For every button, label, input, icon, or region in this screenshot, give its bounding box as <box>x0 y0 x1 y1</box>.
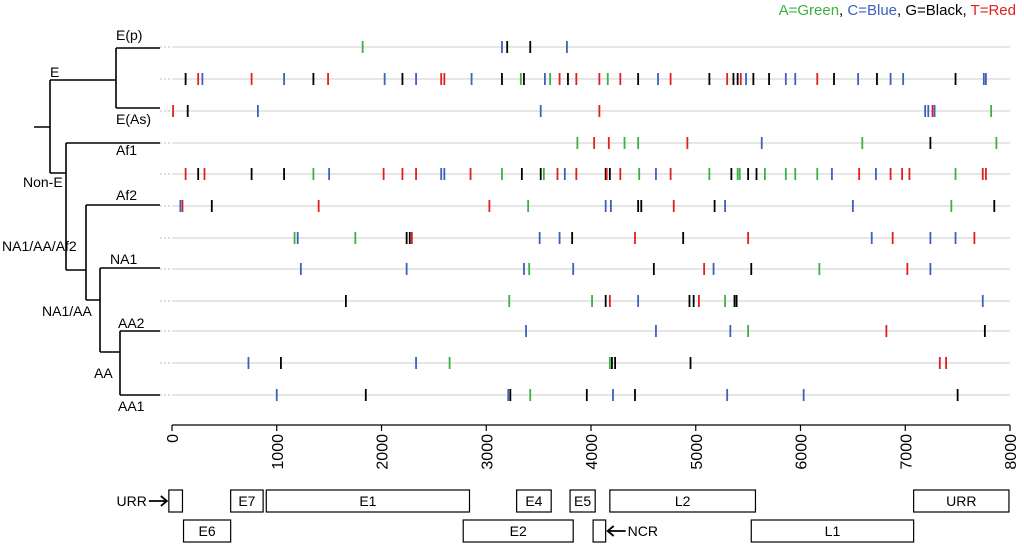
x-tick-label: 3000 <box>479 434 496 470</box>
genome-map: E7 E1 E4 E5 L2 URR E6 E2 L1 URR NCR <box>117 489 1010 543</box>
tree-label-af2: Af2 <box>116 187 137 203</box>
gene-label: L2 <box>675 493 691 509</box>
tree-label-aa: AA <box>94 365 113 381</box>
phylogenetic-tree <box>34 47 160 396</box>
tree-label-af1: Af1 <box>116 142 137 158</box>
gene-box <box>168 489 184 513</box>
gene-label: E2 <box>510 523 527 539</box>
gene-box-e4 <box>516 489 552 513</box>
gene-box-urr <box>913 489 1010 513</box>
legend-separator: , <box>962 2 971 19</box>
mutation-rows <box>160 41 1010 401</box>
arrow-icon <box>148 495 169 507</box>
tree-branch-non-e <box>65 142 160 271</box>
tree-label-na1-aa-af2: NA1/AA/Af2 <box>2 238 77 254</box>
tree-label-e: E <box>50 64 59 80</box>
tree-label-eas: E(As) <box>116 111 151 127</box>
legend-entry-c: C=Blue <box>847 2 898 19</box>
gene-label: E4 <box>525 493 542 509</box>
gene-box-e1 <box>265 489 471 513</box>
x-axis: 0 1000 2000 3000 4000 5000 6000 7000 8000 <box>165 424 1020 470</box>
arrow-icon <box>606 525 626 537</box>
arrow-label: URR <box>117 493 147 509</box>
x-tick-label: 8000 <box>1003 434 1020 470</box>
tree-label-non-e: Non-E <box>23 174 63 190</box>
x-tick-label: 6000 <box>794 434 811 470</box>
x-tick-label: 4000 <box>584 434 601 470</box>
gene-label: E7 <box>238 493 255 509</box>
legend-entry-a: A=Green <box>778 2 840 19</box>
legend-entry-t: T=Red <box>970 2 1016 19</box>
legend-separator: , <box>897 2 906 19</box>
tree-branch-na1-aa-af2 <box>85 204 160 301</box>
gene-box-l2 <box>609 489 757 513</box>
legend: A=Green, C=Blue, G=Black, T=Red <box>779 2 1016 19</box>
gene-label: L1 <box>825 523 841 539</box>
legend-separator: , <box>839 2 848 19</box>
gene-label: E6 <box>199 523 216 539</box>
x-tick-label: 7000 <box>898 434 915 470</box>
tree-label-aa1: AA1 <box>118 398 145 414</box>
gene-box-e2 <box>462 519 574 543</box>
tree-branch-na1-aa <box>99 267 160 353</box>
tree-branch-e <box>50 47 160 109</box>
tree-branch-aa <box>119 330 160 396</box>
gene-box-e7 <box>230 489 264 513</box>
gene-box-e6 <box>182 519 232 543</box>
gene-label: E1 <box>359 493 376 509</box>
x-tick-label: 2000 <box>375 434 392 470</box>
x-tick-label: 5000 <box>689 434 706 470</box>
gene-label: URR <box>946 493 976 509</box>
gene-label: E5 <box>574 493 591 509</box>
arrow-label: NCR <box>628 523 658 539</box>
gene-box-l1 <box>750 519 915 543</box>
gene-box <box>592 519 607 543</box>
tree-branch-root <box>34 80 66 174</box>
legend-entry-g: G=Black <box>905 2 963 19</box>
tree-label-na1: NA1 <box>110 251 137 267</box>
tree-label-ep: E(p) <box>116 27 142 43</box>
tree-label-na1-aa: NA1/AA <box>42 303 92 319</box>
gene-box-e5 <box>569 489 596 513</box>
tree-label-aa2: AA2 <box>118 315 145 331</box>
x-tick-label: 0 <box>165 434 182 443</box>
x-tick-label: 1000 <box>270 434 287 470</box>
